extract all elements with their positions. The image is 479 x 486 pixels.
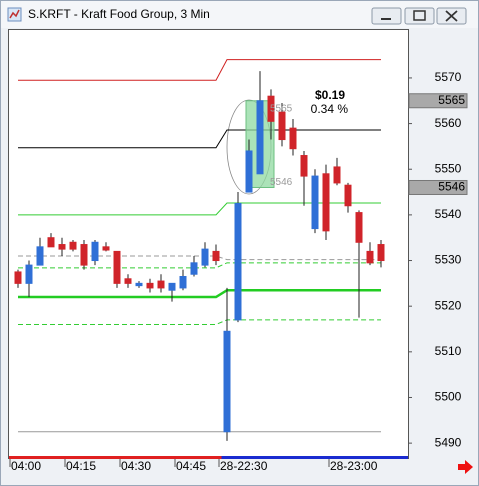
y-tick-label: 5530 [435, 253, 462, 267]
candle-body [267, 95, 275, 122]
candle-body [366, 250, 374, 264]
minimize-button[interactable] [371, 7, 402, 25]
candle-body [311, 175, 319, 230]
y-tick-label: 5510 [435, 344, 462, 358]
y-tick-label: 5570 [435, 70, 462, 84]
candle-body [25, 264, 33, 284]
candle-body [245, 150, 253, 193]
x-tick-label: 04:30 [121, 459, 151, 473]
plot-area [8, 29, 409, 459]
candle-body [135, 282, 143, 287]
candle-body [377, 244, 385, 262]
x-tick-label: 04:15 [66, 459, 96, 473]
maximize-glyph [413, 10, 426, 21]
price-marker [408, 179, 468, 195]
window-title: S.KRFT - Kraft Food Group, 3 Min [28, 7, 210, 21]
y-tick-label: 5540 [435, 207, 462, 221]
candle-body [146, 282, 154, 289]
scroll-arrow[interactable] [458, 460, 473, 474]
x-tick-label: 28-22:30 [220, 459, 268, 473]
candle-body [47, 237, 55, 248]
candle-body [58, 244, 66, 250]
overlay-line [18, 288, 381, 299]
candle-body [355, 212, 363, 243]
close-glyph [445, 10, 458, 22]
candle-body [168, 282, 176, 291]
measure-change: $0.19 [315, 88, 345, 102]
candle-body [212, 250, 220, 262]
y-tick-label: 5550 [435, 161, 462, 175]
overlay-line [18, 202, 381, 216]
x-tick-label: 28-23:00 [330, 459, 378, 473]
y-tick-label: 5490 [435, 435, 462, 449]
candle-body [157, 280, 165, 289]
measure-percent: 0.34 % [311, 102, 349, 116]
measure-to-label: 5565 [270, 103, 293, 114]
y-tick-label: 5560 [435, 116, 462, 130]
candle-body [278, 111, 286, 141]
overlay-line [18, 59, 381, 81]
price-marker-label: 5546 [438, 180, 465, 194]
y-tick-label: 5500 [435, 390, 462, 404]
x-tick-label: 04:45 [176, 459, 206, 473]
candle-body [36, 246, 44, 266]
x-tick-label: 04:00 [11, 459, 41, 473]
price-marker-label: 5565 [438, 93, 465, 107]
window-icon-glyph [9, 9, 20, 19]
candle-body [256, 100, 264, 175]
candle-body [91, 241, 99, 262]
candle-body [80, 244, 88, 266]
price-marker [408, 93, 468, 109]
candle-body [322, 173, 330, 232]
overlay-line [18, 319, 381, 325]
overlay-line [18, 255, 381, 261]
candle-body [344, 184, 352, 207]
candle-body [289, 127, 297, 150]
candle-body [300, 155, 308, 177]
y-tick-label: 5520 [435, 298, 462, 312]
overlay-line [18, 129, 381, 149]
candle-body [190, 262, 198, 275]
session-bar [9, 456, 222, 459]
candle-body [201, 248, 209, 266]
candle-body [14, 271, 22, 284]
candle-body [113, 250, 121, 284]
overlay-line [18, 262, 381, 269]
candle-body [179, 276, 187, 289]
candle-body [102, 246, 110, 251]
candle-body [333, 166, 341, 184]
session-bar [221, 456, 408, 459]
candle-body [124, 278, 132, 284]
candle-body [234, 202, 242, 321]
candle-body [69, 241, 77, 250]
candle-body [223, 330, 231, 433]
measure-from-label: 5546 [270, 177, 293, 188]
maximize-button[interactable] [404, 7, 435, 25]
